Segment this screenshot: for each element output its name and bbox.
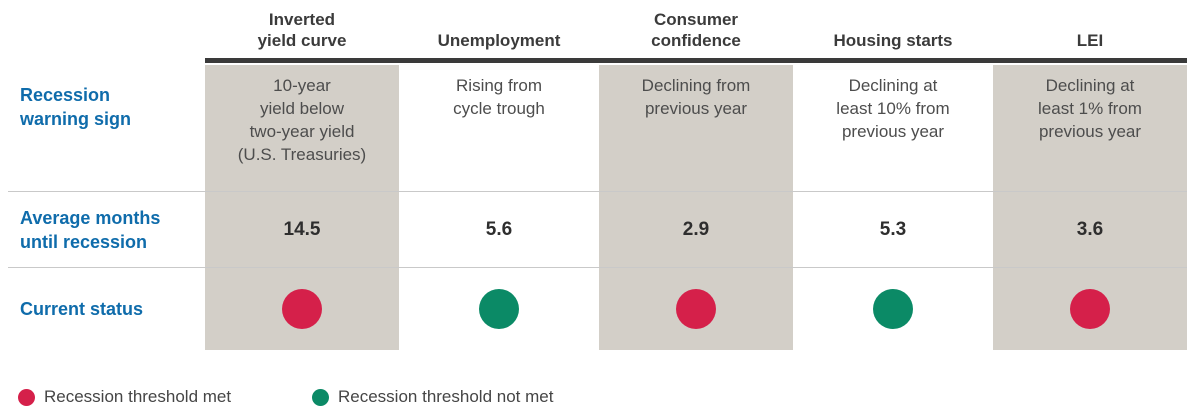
status-cell-inverted-yield-curve xyxy=(205,268,399,350)
legend-label-threshold-met: Recession threshold met xyxy=(44,387,232,406)
warning-sign-cell-inverted-yield-curve: 10-year yield below two-year yield (U.S.… xyxy=(205,65,399,191)
avg-months-value-housing-starts: 5.3 xyxy=(879,218,907,240)
status-dot-met-icon xyxy=(1070,289,1110,329)
row-label-warning-sign: Recession warning sign xyxy=(20,85,132,129)
recession-indicators-table: Inverted yield curve Unemployment Consum… xyxy=(8,10,1187,350)
column-header-housing-starts: Housing starts xyxy=(833,31,953,50)
row-divider xyxy=(8,191,1187,192)
status-cell-consumer-confidence xyxy=(599,268,793,350)
status-dot-met-icon xyxy=(676,289,716,329)
column-header-lei: LEI xyxy=(1076,31,1104,50)
row-label-current-status: Current status xyxy=(20,299,144,319)
status-cell-unemployment xyxy=(402,268,596,350)
warning-sign-cell-lei: Declining at least 1% from previous year xyxy=(993,65,1187,191)
legend-item-threshold-not-met: Recession threshold not met xyxy=(312,387,553,407)
avg-months-value-consumer-confidence: 2.9 xyxy=(599,192,793,267)
avg-months-value-lei: 3.6 xyxy=(993,192,1187,267)
warning-sign-cell-consumer-confidence: Declining from previous year xyxy=(599,65,793,191)
header-rule xyxy=(205,58,1187,63)
legend-dot-met-icon xyxy=(18,388,35,406)
warning-sign-cell-housing-starts: Declining at least 10% from previous yea… xyxy=(836,76,950,141)
status-dot-not-met-icon xyxy=(479,289,519,329)
status-dot-met-icon xyxy=(282,289,322,329)
column-header-inverted-yield-curve: Inverted yield curve xyxy=(257,10,347,50)
status-cell-housing-starts xyxy=(796,268,990,350)
column-header-consumer-confidence: Consumer confidence xyxy=(651,10,741,50)
status-cell-lei xyxy=(993,268,1187,350)
column-header-unemployment: Unemployment xyxy=(437,31,561,50)
row-divider xyxy=(8,267,1187,268)
avg-months-value-inverted-yield-curve: 14.5 xyxy=(205,192,399,267)
warning-sign-cell-unemployment: Rising from cycle trough xyxy=(453,76,545,118)
legend-dot-not-met-icon xyxy=(312,388,329,406)
legend-item-threshold-met: Recession threshold met xyxy=(18,387,231,407)
legend-label-threshold-not-met: Recession threshold not met xyxy=(338,387,554,406)
status-dot-not-met-icon xyxy=(873,289,913,329)
avg-months-value-unemployment: 5.6 xyxy=(485,218,513,240)
row-label-avg-months: Average months until recession xyxy=(20,207,161,252)
